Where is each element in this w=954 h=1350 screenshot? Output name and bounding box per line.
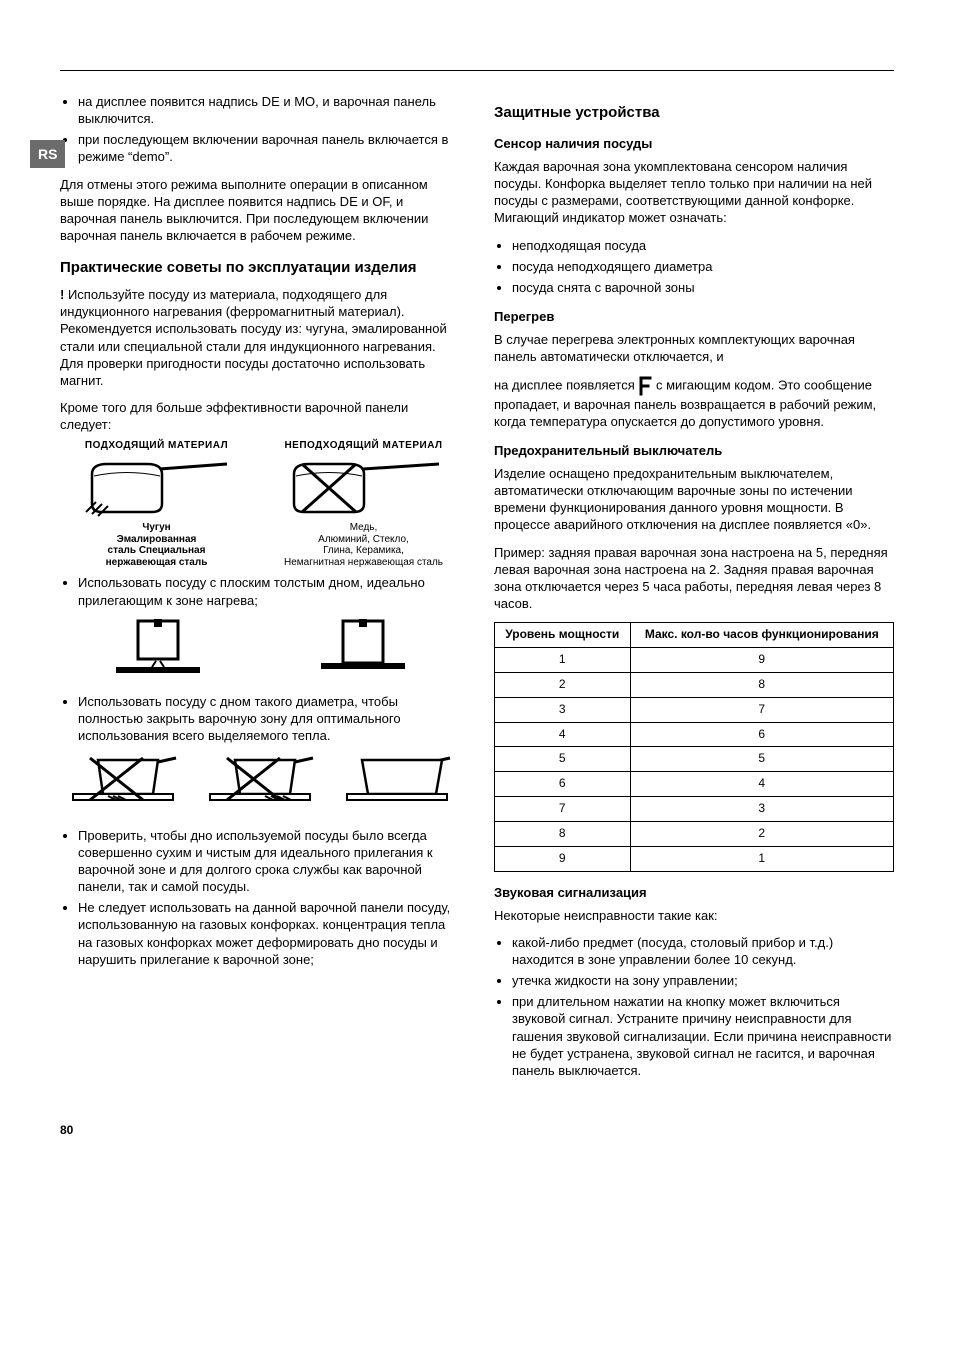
tips-list-3: Проверить, чтобы дно используемой посуды… [60,827,460,968]
list-item: на дисплее появится надпись DE и MO, и в… [78,93,460,127]
table-row: 73 [495,797,894,822]
safety-para1: Изделие оснащено предохранительным выклю… [494,465,894,534]
extra-paragraph: Кроме того для больше эффективности варо… [60,399,460,433]
list-item: посуда снята с варочной зоны [512,279,894,296]
left-column: на дисплее появится надпись DE и MO, и в… [60,89,460,1089]
list-item: неподходящая посуда [512,237,894,254]
subheading-overheat: Перегрев [494,308,894,325]
sensor-bullets: неподходящая посуда посуда неподходящего… [494,237,894,296]
pan-ok-icon [82,454,232,522]
list-item: утечка жидкости на зону управлении; [512,972,894,989]
alarm-bullets: какой-либо предмет (посуда, столовый при… [494,934,894,1079]
table-row: 55 [495,747,894,772]
diameter-ok-icon [342,754,452,812]
list-item: Проверить, чтобы дно используемой посуды… [78,827,460,896]
material-ok: ПОДХОДЯЩИЙ МАТЕРИАЛ Чугун Эмалированная … [60,439,253,568]
safety-para2: Пример: задняя правая варочная зона наст… [494,544,894,613]
list-item: посуда неподходящего диаметра [512,258,894,275]
table-row: 19 [495,648,894,673]
tips-list-1: Использовать посуду с плоским толстым дн… [60,574,460,608]
list-item: Использовать посуду с плоским толстым дн… [78,574,460,608]
alarm-intro: Некоторые неисправности такие как: [494,907,894,924]
table-row: 82 [495,821,894,846]
page-number: 80 [60,1123,894,1137]
pan-no-icon [284,454,444,522]
power-table: Уровень мощности Макс. кол-во часов функ… [494,622,894,871]
material-no: НЕПОДХОДЯЩИЙ МАТЕРИАЛ Медь, Алюминий, Ст… [267,439,460,568]
list-item: при длительном нажатии на кнопку может в… [512,993,894,1079]
flat-diagram-icon [313,619,413,679]
list-item: какой-либо предмет (посуда, столовый при… [512,934,894,968]
list-item: Использовать посуду с дном такого диамет… [78,693,460,744]
diameter-cross2-icon [205,754,315,812]
list-item: Не следует использовать на данной варочн… [78,899,460,968]
list-item: при последующем включении варочная панел… [78,131,460,165]
diameter-cross1-icon [68,754,178,812]
subheading-safety: Предохранительный выключатель [494,442,894,459]
sensor-paragraph: Каждая варочная зона укомплектована сенс… [494,158,894,227]
overheat-para1: В случае перегрева электронных комплекту… [494,331,894,365]
table-row: 46 [495,722,894,747]
f-symbol-icon [638,376,652,396]
intro-bullets: на дисплее появится надпись DE и MO, и в… [60,93,460,166]
tips-list-2: Использовать посуду с дном такого диамет… [60,693,460,744]
overheat-para2: на дисплее появляется с мигающим кодом. … [494,376,894,430]
section-heading: Защитные устройства [494,103,894,123]
language-badge: RS [30,140,65,168]
table-header: Уровень мощности [495,623,631,648]
table-row: 64 [495,772,894,797]
table-row: 28 [495,672,894,697]
section-heading: Практические советы по эксплуатации изде… [60,258,460,278]
gap-diagram-icon [108,619,208,679]
subheading-alarm: Звуковая сигнализация [494,884,894,901]
table-row: 91 [495,846,894,871]
table-row: 37 [495,697,894,722]
warning-paragraph: ! Используйте посуду из материала, подхо… [60,286,460,389]
intro-paragraph: Для отмены этого режима выполните операц… [60,176,460,245]
subheading-sensor: Сенсор наличия посуды [494,135,894,152]
right-column: Защитные устройства Сенсор наличия посуд… [494,89,894,1089]
table-header: Макс. кол-во часов функционирования [630,623,893,648]
